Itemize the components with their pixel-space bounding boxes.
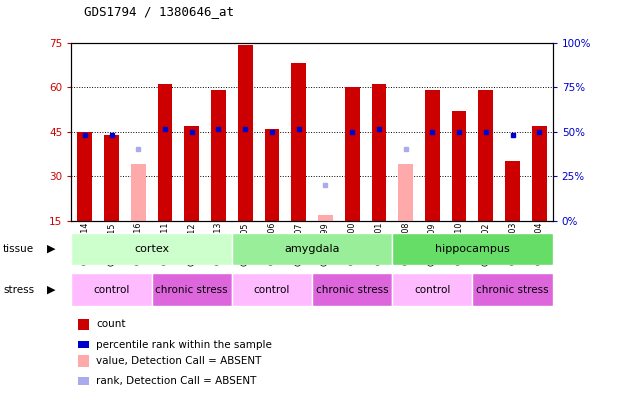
Bar bbox=[479, 90, 493, 221]
Bar bbox=[232, 273, 312, 306]
Bar bbox=[505, 161, 520, 221]
Bar bbox=[318, 215, 333, 221]
Text: chronic stress: chronic stress bbox=[316, 285, 389, 294]
Bar bbox=[104, 134, 119, 221]
Text: count: count bbox=[96, 320, 126, 329]
Bar bbox=[265, 129, 279, 221]
Bar bbox=[78, 132, 92, 221]
Text: chronic stress: chronic stress bbox=[476, 285, 549, 294]
Bar bbox=[211, 90, 226, 221]
Text: amygdala: amygdala bbox=[284, 244, 340, 254]
Bar bbox=[312, 273, 392, 306]
Text: value, Detection Call = ABSENT: value, Detection Call = ABSENT bbox=[96, 356, 261, 366]
Text: control: control bbox=[414, 285, 451, 294]
Text: tissue: tissue bbox=[3, 244, 34, 254]
Bar bbox=[451, 111, 466, 221]
Bar bbox=[532, 126, 546, 221]
Text: ▶: ▶ bbox=[47, 244, 55, 254]
Bar bbox=[291, 63, 306, 221]
Bar bbox=[398, 164, 413, 221]
Text: rank, Detection Call = ABSENT: rank, Detection Call = ABSENT bbox=[96, 376, 256, 386]
Bar bbox=[392, 273, 473, 306]
Text: control: control bbox=[93, 285, 130, 294]
Bar bbox=[371, 84, 386, 221]
Bar bbox=[131, 164, 145, 221]
Bar bbox=[71, 233, 232, 265]
Text: hippocampus: hippocampus bbox=[435, 244, 510, 254]
Text: cortex: cortex bbox=[134, 244, 169, 254]
Text: chronic stress: chronic stress bbox=[155, 285, 228, 294]
Bar bbox=[158, 84, 173, 221]
Bar bbox=[184, 126, 199, 221]
Bar bbox=[71, 273, 152, 306]
Bar bbox=[473, 273, 553, 306]
Text: ▶: ▶ bbox=[47, 285, 55, 294]
Text: percentile rank within the sample: percentile rank within the sample bbox=[96, 340, 272, 350]
Bar bbox=[345, 87, 360, 221]
Bar bbox=[392, 233, 553, 265]
Text: GDS1794 / 1380646_at: GDS1794 / 1380646_at bbox=[84, 5, 234, 18]
Text: control: control bbox=[254, 285, 290, 294]
Bar bbox=[425, 90, 440, 221]
Text: stress: stress bbox=[3, 285, 34, 294]
Bar bbox=[232, 233, 392, 265]
Bar bbox=[152, 273, 232, 306]
Bar bbox=[238, 45, 253, 221]
